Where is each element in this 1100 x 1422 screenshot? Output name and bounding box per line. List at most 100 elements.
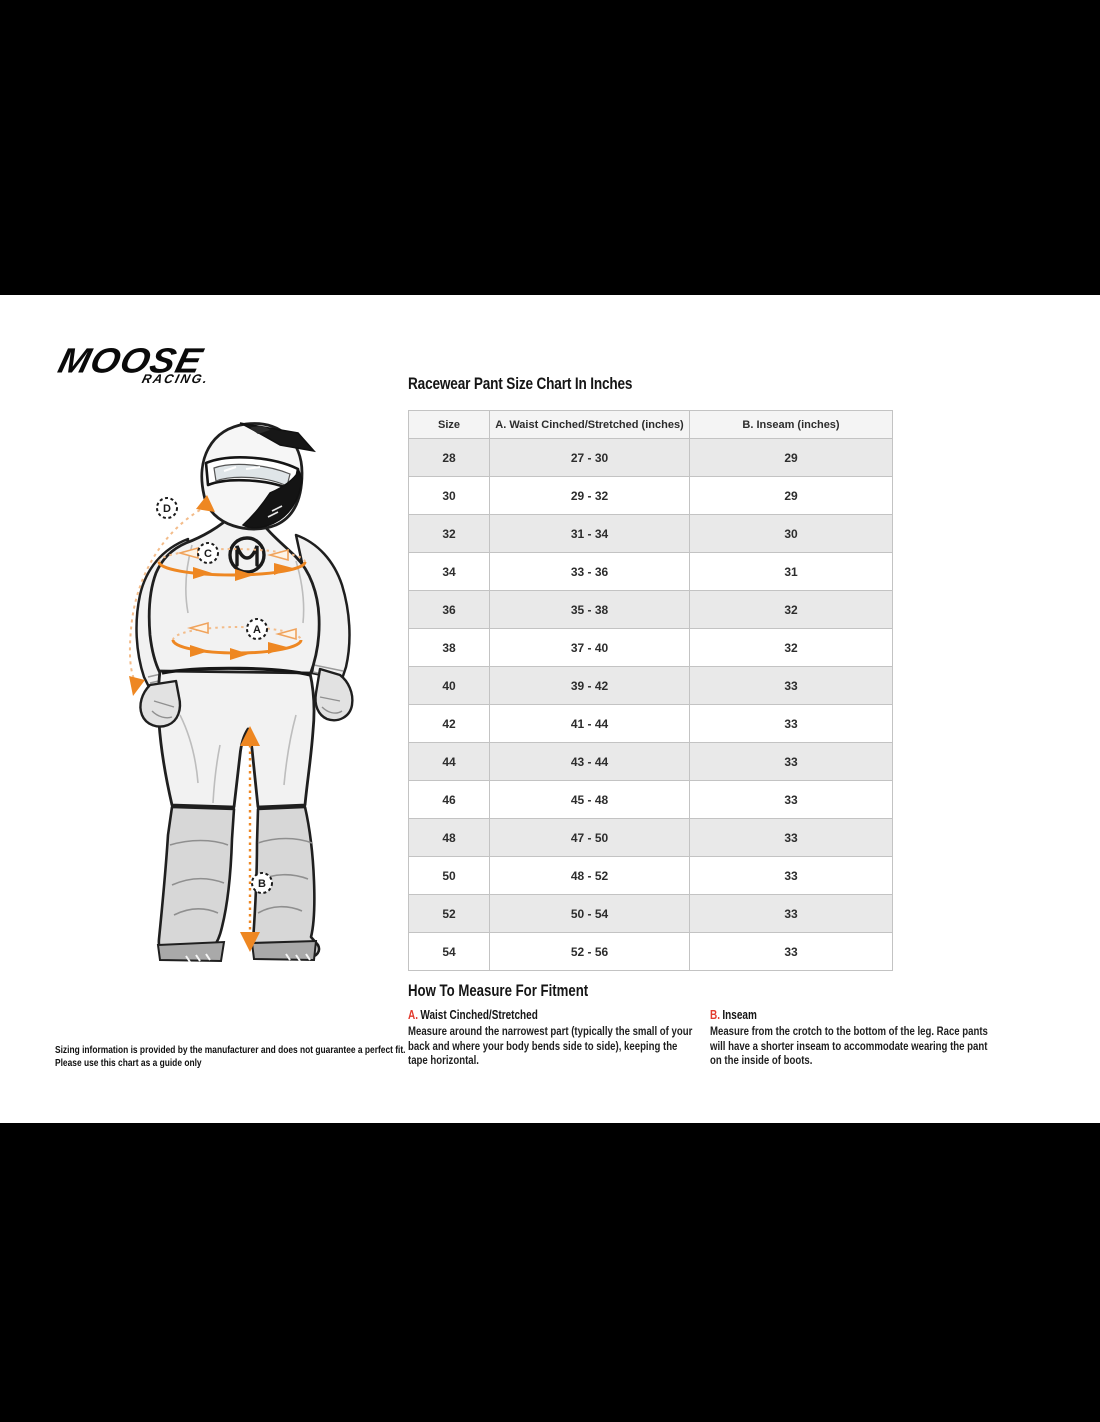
table-cell: 38 [408,628,490,667]
measure-label-a: A [246,618,268,640]
brand-subname: RACING. [140,372,211,386]
measure-label-d: D [156,497,178,519]
table-cell: 48 [408,818,490,857]
table-cell: 39 - 42 [489,666,690,705]
table-row: 48 47 - 50 33 [408,818,893,857]
left-glove [139,679,182,728]
svg-text:A: A [253,624,261,636]
right-boot-sole [250,939,318,962]
chin-vents [267,505,283,518]
chart-title: Racewear Pant Size Chart In Inches [408,374,633,393]
how-to-measure-section: How To Measure For Fitment A. Waist Cinch… [408,982,1028,1068]
table-cell: 50 - 54 [489,894,690,933]
table-cell: 33 [689,818,893,857]
table-row: 50 48 - 52 33 [408,856,893,895]
table-row: 54 52 - 56 33 [408,932,893,971]
table-header-row: Size A. Waist Cinched/Stretched (inches)… [408,410,893,439]
table-cell: 41 - 44 [489,704,690,743]
table-cell: 52 - 56 [489,932,690,971]
table-row: 36 35 - 38 32 [408,590,893,629]
measure-label-b: B [251,872,273,894]
table-cell: 29 - 32 [489,476,690,515]
column-header-waist: A. Waist Cinched/Stretched (inches) [489,410,690,439]
table-cell: 31 - 34 [489,514,690,553]
table-cell: 46 [408,780,490,819]
table-cell: 34 [408,552,490,591]
measure-text-waist: Measure around the narrowest part (typic… [408,1024,693,1067]
left-boot-tread [185,953,211,963]
table-cell: 37 - 40 [489,628,690,667]
size-table-body: 28 27 - 30 29 30 29 - 32 29 32 31 - 34 30 34 33 - … [408,438,893,971]
left-boot-panels [169,839,229,916]
table-cell: 30 [408,476,490,515]
table-cell: 45 - 48 [489,780,690,819]
letterbox-bottom [0,1123,1100,1422]
chin-guard [241,469,303,529]
table-cell: 29 [689,438,893,477]
table-cell: 33 [689,704,893,743]
measure-label-inseam: Inseam [722,1008,757,1022]
table-cell: 32 [408,514,490,553]
table-row: 30 29 - 32 29 [408,476,893,515]
disclaimer: Sizing information is provided by the ma… [55,1044,407,1070]
measure-label-waist: Waist Cinched/Stretched [420,1008,538,1022]
table-cell: 28 [408,438,490,477]
table-cell: 30 [689,514,893,553]
table-cell: 35 - 38 [489,590,690,629]
measure-a-annotation [171,621,303,660]
table-cell: 48 - 52 [489,856,690,895]
svg-text:B: B [258,878,266,890]
table-cell: 33 - 36 [489,552,690,591]
table-row: 34 33 - 36 31 [408,552,893,591]
table-cell: 36 [408,590,490,629]
rider-illustration: D C A B [100,415,390,980]
svg-text:C: C [204,548,212,560]
rider-illustration-svg: D C A B [128,422,354,963]
table-row: 40 39 - 42 33 [408,666,893,705]
table-cell: 42 [408,704,490,743]
brand-logo: MOOSE RACING. [55,341,215,386]
table-cell: 33 [689,666,893,705]
table-cell: 50 [408,856,490,895]
lens-glare [223,466,261,472]
table-cell: 52 [408,894,490,933]
helmet-vent [250,426,270,434]
letterbox-top [0,0,1100,295]
table-row: 42 41 - 44 33 [408,704,893,743]
table-cell: 40 [408,666,490,705]
belt-line [161,666,311,677]
measure-item-inseam: B. Inseam Measure from the crotch to the … [710,1008,1000,1068]
measure-text-inseam: Measure from the crotch to the bottom of… [710,1024,988,1067]
table-cell: 54 [408,932,490,971]
table-cell: 32 [689,590,893,629]
measure-key-a: A. [408,1008,418,1022]
table-row: 46 45 - 48 33 [408,780,893,819]
table-cell: 33 [689,894,893,933]
column-header-size: Size [408,410,490,439]
disclaimer-line-1: Sizing information is provided by the ma… [55,1044,406,1056]
measure-d-annotation [128,495,215,696]
table-cell: 44 [408,742,490,781]
measure-key-b: B. [710,1008,720,1022]
measure-b-annotation [240,726,260,952]
table-cell: 43 - 44 [489,742,690,781]
right-glove [314,667,354,722]
left-boot-sole [156,940,226,963]
table-cell: 33 [689,742,893,781]
table-cell: 33 [689,780,893,819]
table-cell: 47 - 50 [489,818,690,857]
how-to-measure-heading: How To Measure For Fitment [408,982,589,1000]
table-cell: 32 [689,628,893,667]
right-glove-detail [319,696,343,714]
table-row: 28 27 - 30 29 [408,438,893,477]
table-row: 38 37 - 40 32 [408,628,893,667]
column-header-inseam: B. Inseam (inches) [689,410,893,439]
disclaimer-line-2: Please use this chart as a guide only [55,1057,202,1069]
table-cell: 27 - 30 [489,438,690,477]
table-row: 32 31 - 34 30 [408,514,893,553]
table-cell: 33 [689,932,893,971]
table-row: 52 50 - 54 33 [408,894,893,933]
measure-label-c: C [197,542,219,564]
pants-fold-lines [179,714,297,804]
